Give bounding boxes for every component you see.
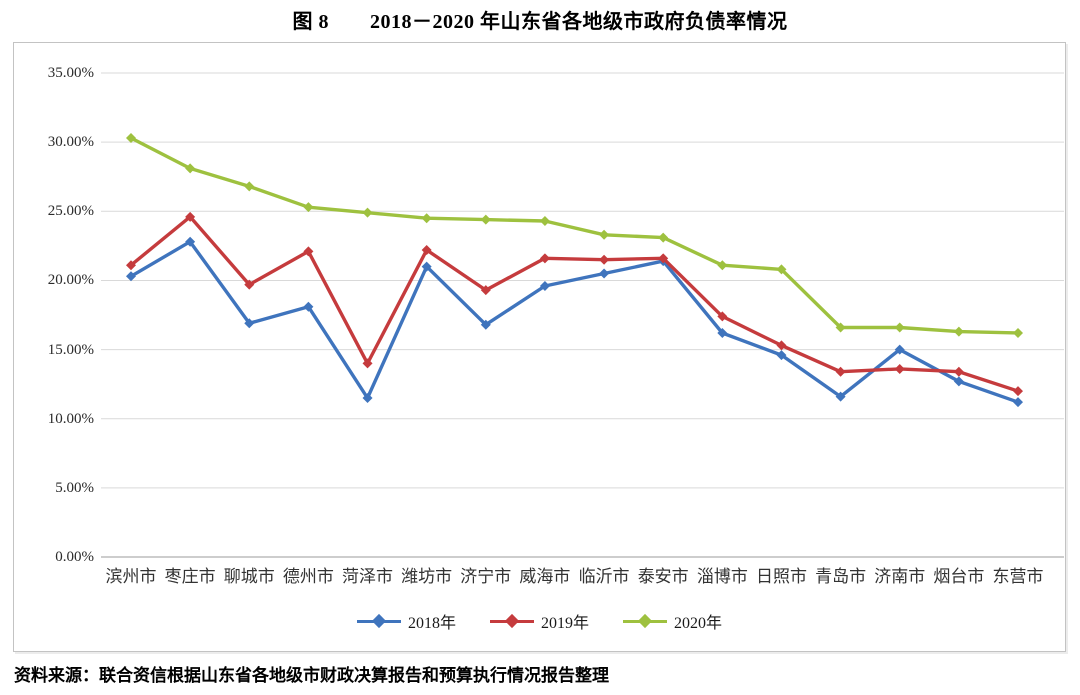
x-axis-category-label: 潍坊市: [401, 567, 453, 586]
legend-line-marker-icon: [623, 613, 667, 628]
data-point-marker: [894, 363, 905, 374]
data-point-marker: [599, 268, 610, 279]
x-axis-category-label: 威海市: [519, 567, 571, 586]
legend-item-2018年: 2018年: [356, 609, 456, 633]
data-point-marker: [599, 229, 610, 240]
legend-label: 2019年: [540, 615, 589, 632]
series-line-2019年: [129, 215, 1020, 393]
data-point-marker: [362, 392, 373, 403]
y-axis-tick-label: 25.00%: [47, 203, 94, 220]
data-point-marker: [835, 322, 846, 333]
chart-title: 图 8 2018－2020 年山东省各地级市政府负债率情况: [292, 11, 788, 33]
data-point-marker: [126, 271, 136, 282]
legend-line-marker-icon: [489, 613, 534, 628]
data-point-marker: [480, 319, 491, 330]
x-axis-category-label: 烟台市: [933, 567, 985, 586]
x-axis-category-label: 聊城市: [223, 567, 275, 586]
data-point-marker: [185, 163, 196, 174]
data-point-marker: [480, 214, 491, 225]
x-axis-category-label: 菏泽市: [342, 567, 394, 586]
legend-line-marker-icon: [356, 613, 401, 628]
data-point-marker: [776, 264, 787, 275]
y-axis-tick-label: 15.00%: [47, 341, 94, 358]
data-point-marker: [421, 213, 432, 224]
data-point-marker: [835, 366, 846, 377]
data-point-marker: [1013, 386, 1023, 397]
data-point-marker: [835, 391, 846, 402]
x-axis-category-label: 济宁市: [460, 567, 512, 586]
data-point-marker: [894, 344, 905, 355]
data-point-marker: [953, 376, 964, 387]
y-axis-tick-label: 10.00%: [47, 410, 94, 427]
data-point-marker: [126, 133, 136, 144]
x-axis-category-label: 东营市: [992, 567, 1044, 586]
y-axis-tick-label: 20.00%: [47, 272, 94, 289]
data-point-marker: [658, 253, 669, 264]
data-point-marker: [303, 301, 314, 312]
legend-item-2020年: 2020年: [623, 609, 722, 633]
series-line-2020年: [129, 136, 1020, 335]
data-point-marker: [658, 232, 669, 243]
y-axis-tick-label: 0.00%: [55, 549, 94, 565]
data-point-marker: [539, 280, 550, 291]
y-axis-tick-label: 5.00%: [55, 479, 94, 496]
x-axis-category-label: 临沂市: [578, 567, 630, 586]
plot-area: [101, 72, 1064, 558]
data-point-marker: [244, 279, 255, 290]
data-point-marker: [244, 181, 255, 192]
data-point-marker: [244, 318, 255, 329]
data-point-marker: [599, 254, 610, 265]
chart-legend: 2018年 2019年 2020年: [14, 609, 1065, 633]
x-axis-category-label: 济南市: [874, 567, 926, 586]
data-point-marker: [126, 260, 136, 271]
data-point-marker: [303, 202, 314, 213]
data-point-marker: [953, 326, 964, 337]
data-point-marker: [362, 358, 373, 369]
data-point-marker: [1013, 327, 1023, 338]
data-point-marker: [421, 261, 432, 272]
data-point-marker: [539, 253, 550, 264]
legend-label: 2020年: [674, 615, 723, 632]
data-point-marker: [776, 340, 787, 351]
data-point-marker: [362, 207, 373, 218]
y-axis-tick-label: 35.00%: [47, 65, 94, 82]
legend-item-2019年: 2019年: [489, 609, 589, 633]
x-axis-category-label: 枣庄市: [164, 567, 216, 586]
source-note: 资料来源：联合资信根据山东省各地级市财政决算报告和预算执行情况报告整理: [14, 666, 609, 685]
series-line-2018年: [129, 239, 1020, 404]
data-point-marker: [717, 311, 728, 322]
x-axis-category-label: 滨州市: [105, 567, 157, 586]
legend-diamond-icon: [637, 613, 653, 628]
data-point-marker: [539, 215, 550, 226]
data-point-marker: [894, 322, 905, 333]
data-point-marker: [303, 246, 314, 257]
x-axis-category-label: 德州市: [282, 567, 334, 586]
y-axis-tick-label: 30.00%: [47, 134, 94, 151]
data-point-marker: [717, 260, 728, 271]
legend-diamond-icon: [504, 613, 520, 628]
chart-frame: 35.00% 30.00% 25.00% 20.00% 15.00% 10.00% 5.00…: [13, 42, 1066, 652]
x-axis-category-label: 泰安市: [637, 567, 689, 586]
data-point-marker: [421, 245, 432, 256]
data-point-marker: [480, 285, 491, 296]
legend-diamond-icon: [371, 613, 387, 628]
data-point-marker: [953, 366, 964, 377]
data-point-marker: [185, 211, 196, 222]
data-point-marker: [776, 350, 787, 361]
data-point-marker: [1013, 397, 1023, 408]
x-axis-category-label: 青岛市: [815, 567, 867, 586]
x-axis-category-label: 淄博市: [696, 567, 748, 586]
x-axis-category-label: 日照市: [755, 567, 807, 586]
data-point-marker: [717, 327, 728, 338]
legend-label: 2018年: [407, 615, 456, 632]
data-point-marker: [185, 236, 196, 247]
